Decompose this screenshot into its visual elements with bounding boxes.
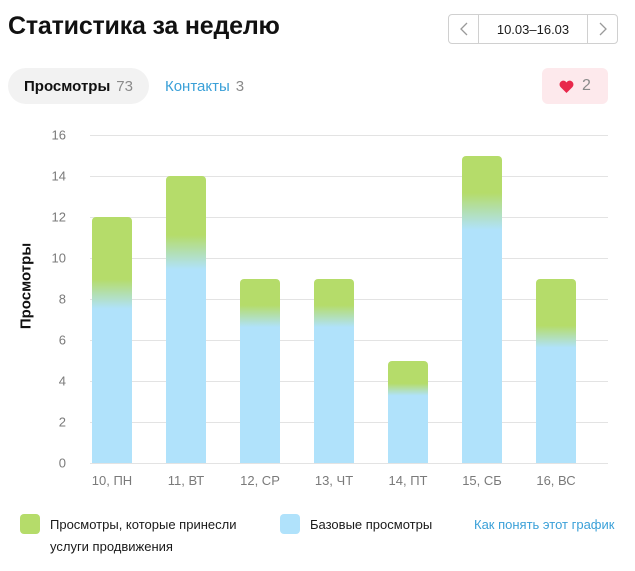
x-tick-label: 15, СБ — [462, 473, 502, 488]
y-tick-label: 8 — [58, 291, 66, 307]
tab-contacts-count: 3 — [235, 77, 245, 95]
y-tick-label: 2 — [58, 414, 66, 430]
bar-6[interactable] — [536, 278, 576, 463]
legend-item-promoted: Просмотры, которые принесли услуги продв… — [20, 514, 260, 558]
promoted-swatch — [20, 514, 40, 534]
y-tick-label: 12 — [51, 209, 66, 225]
gridline — [90, 176, 608, 177]
chart-help-link[interactable]: Как понять этот график — [474, 517, 615, 532]
page-title: Статистика за неделю — [8, 12, 280, 40]
x-tick-label: 16, ВС — [536, 473, 576, 488]
legend-item-base: Базовые просмотры — [280, 514, 432, 536]
tab-views-label: Просмотры — [24, 77, 111, 95]
x-tick-label: 10, ПН — [91, 473, 133, 488]
y-tick-label: 4 — [58, 373, 66, 389]
x-tick-label: 12, СР — [240, 473, 280, 488]
bar-3[interactable] — [314, 278, 354, 463]
gridline — [90, 463, 608, 464]
y-tick-label: 6 — [58, 332, 66, 348]
x-tick-label: 11, ВТ — [167, 473, 205, 488]
favorites-badge[interactable]: 2 — [542, 68, 608, 104]
gridline — [90, 135, 608, 136]
bar-5[interactable] — [462, 155, 502, 463]
bar-1[interactable] — [166, 176, 206, 463]
tab-contacts[interactable]: Контакты 3 — [149, 68, 260, 104]
next-week-button[interactable] — [587, 15, 617, 43]
base-swatch — [280, 514, 300, 534]
tab-views[interactable]: Просмотры 73 — [8, 68, 149, 104]
stat-tabs: Просмотры 73 Контакты 3 — [8, 68, 260, 104]
gridline — [90, 258, 608, 259]
legend-promoted-label: Просмотры, которые принесли услуги продв… — [50, 517, 237, 554]
tab-contacts-label: Контакты — [164, 77, 230, 95]
y-tick-label: 10 — [51, 250, 66, 266]
bar-chart: 0 2 4 6 8 10 12 14 16 10, ПН 11, ВТ 12, СР 13, ЧТ 14,… — [52, 128, 608, 488]
y-tick-label: 0 — [58, 455, 66, 471]
legend-base-label: Базовые просмотры — [310, 517, 433, 532]
prev-week-button[interactable] — [449, 15, 479, 43]
chevron-right-icon — [599, 22, 607, 36]
date-range-navigator: 10.03–16.03 — [448, 14, 618, 44]
gridline — [90, 217, 608, 218]
bar-4[interactable] — [388, 360, 428, 463]
x-tick-label: 13, ЧТ — [314, 473, 354, 488]
date-range-label: 10.03–16.03 — [496, 21, 570, 37]
favorites-count: 2 — [582, 77, 591, 94]
bar-0[interactable] — [92, 217, 132, 463]
heart-icon — [559, 80, 574, 93]
bar-2[interactable] — [240, 278, 280, 463]
x-tick-label: 14, ПТ — [388, 473, 428, 488]
y-tick-label: 14 — [51, 168, 66, 184]
tab-views-count: 73 — [116, 77, 133, 95]
chevron-left-icon — [459, 22, 467, 36]
y-tick-label: 16 — [51, 127, 66, 143]
